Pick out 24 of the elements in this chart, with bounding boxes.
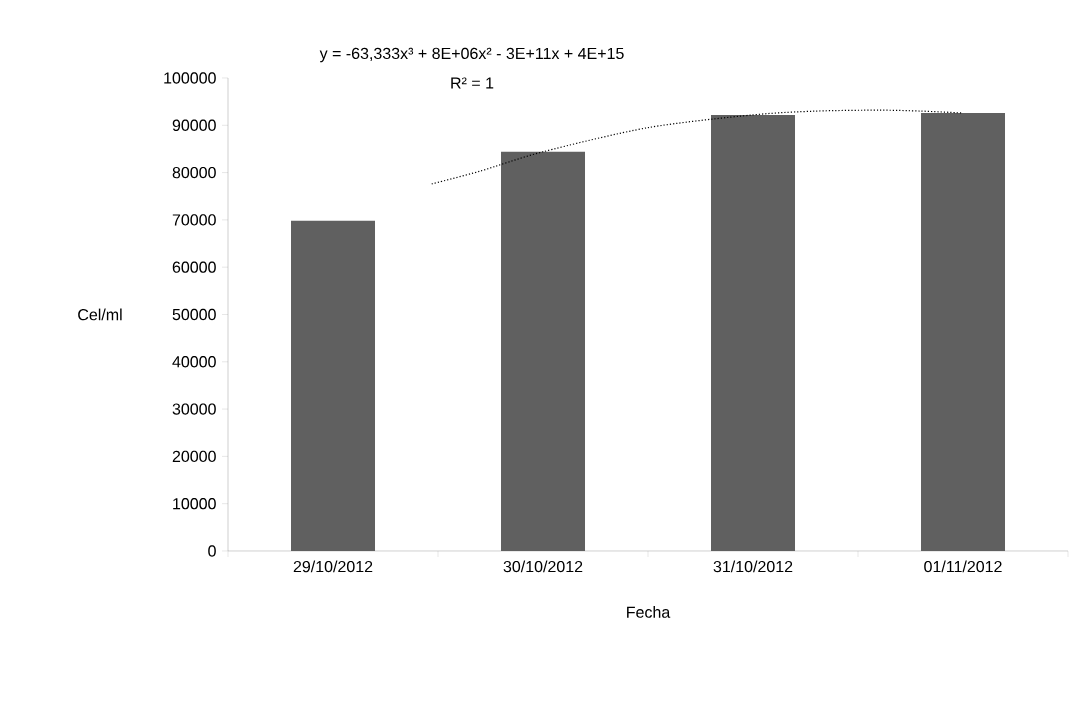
y-axis-title: Cel/ml — [78, 308, 122, 321]
x-axis-title: Fecha — [627, 606, 671, 618]
y-tick-label: 50000 — [172, 308, 216, 321]
text: y = -63,333x³ + 8E+06x² - 3E+11x + 4E+15 — [319, 47, 624, 63]
y-tick-label: 10000 — [173, 498, 216, 510]
x-tick-label: 29/10/2012 — [293, 560, 373, 573]
bar — [291, 220, 376, 551]
y-tick-label: 0 — [208, 545, 216, 557]
annotation: R² = 1 — [451, 77, 494, 89]
bar — [501, 151, 586, 551]
y-tick-label: 70000 — [172, 214, 216, 226]
y-tick-label: 30000 — [172, 403, 216, 415]
y-tick-label: 60000 — [172, 261, 216, 273]
y-tick-label: 80000 — [172, 166, 216, 179]
x-tick-label: 01/11/2012 — [924, 560, 1002, 573]
x-tick-label: 31/10/2012 — [713, 560, 793, 573]
y-tick-label: 20000 — [172, 450, 216, 463]
y-tick-label: 90000 — [172, 119, 216, 131]
bar — [711, 114, 796, 551]
line-series — [431, 109, 964, 185]
y-tick-label: 100000 — [164, 72, 216, 84]
bar — [921, 112, 1006, 551]
y-tick-label: 40000 — [172, 356, 216, 368]
x-tick-label: 30/10/2012 — [503, 560, 583, 573]
